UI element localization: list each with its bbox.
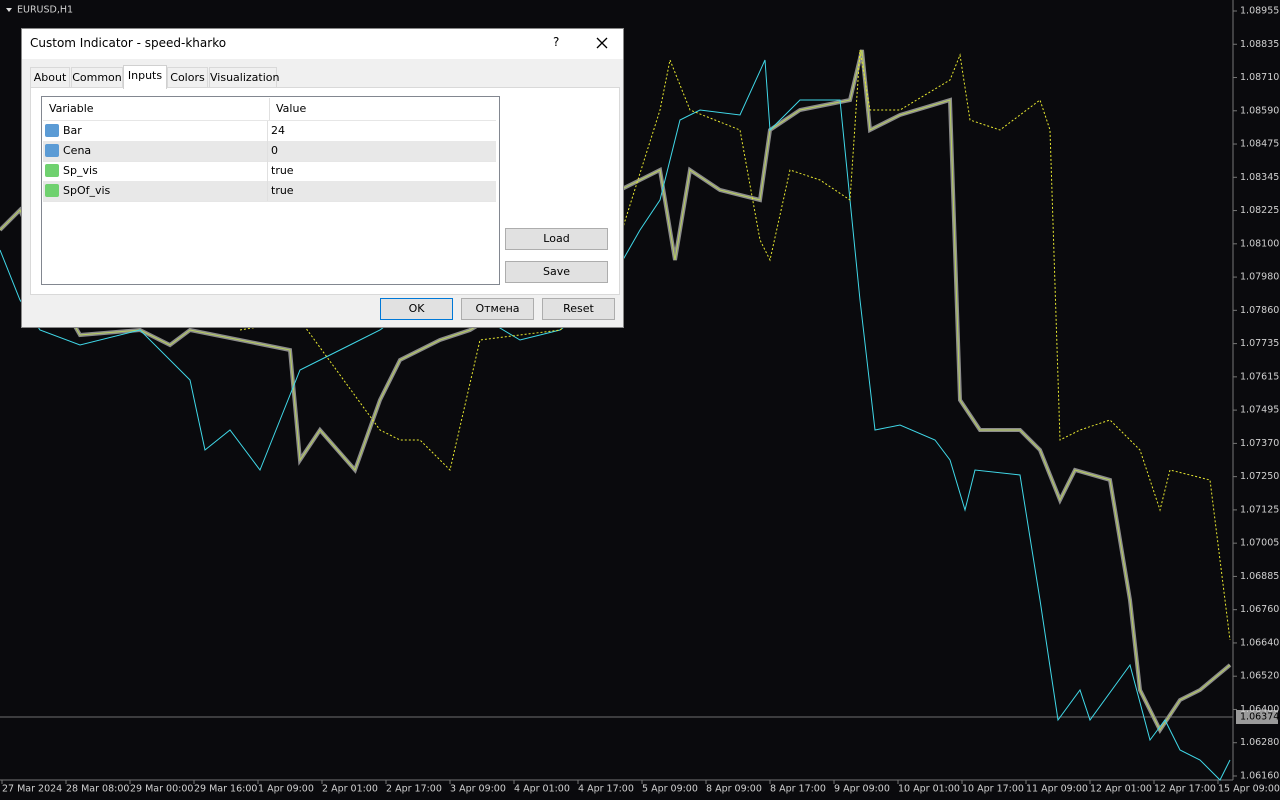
time-label: 8 Apr 17:00 — [770, 784, 826, 795]
save-button[interactable]: Save — [505, 261, 608, 283]
value-cell: true — [267, 161, 294, 181]
time-label: 15 Apr 09:00 — [1218, 784, 1280, 795]
tab[interactable]: Inputs — [123, 65, 167, 89]
header-cell: Variable — [49, 102, 94, 115]
value-cell: true — [267, 181, 294, 201]
time-label: 10 Apr 17:00 — [962, 784, 1024, 795]
price-label: 1.06760 — [1240, 604, 1279, 615]
offset-line — [239, 49, 1231, 641]
time-label: 12 Apr 17:00 — [1154, 784, 1216, 795]
input-row[interactable]: SpOf_vis true — [43, 181, 496, 202]
dialog-title: Custom Indicator - speed-kharko — [30, 36, 227, 50]
price-label: 1.06280 — [1240, 737, 1279, 748]
time-label: 3 Apr 09:00 — [450, 784, 506, 795]
price-label: 1.07005 — [1240, 538, 1279, 549]
price-label: 1.06885 — [1240, 571, 1279, 582]
time-label: 2 Apr 17:00 — [386, 784, 442, 795]
header-cell: Value — [269, 98, 306, 120]
price-label: 1.07860 — [1240, 305, 1279, 316]
variable-cell: SpOf_vis — [63, 184, 111, 197]
variable-cell: Bar — [63, 124, 82, 137]
price-line — [0, 49, 1231, 731]
price-label: 1.08345 — [1240, 172, 1279, 183]
tab[interactable]: Common — [71, 67, 123, 88]
time-label: 9 Apr 09:00 — [834, 784, 890, 795]
tab[interactable]: Visualization — [209, 67, 279, 88]
tab[interactable]: Colors — [167, 67, 208, 88]
price-label: 1.08100 — [1240, 238, 1279, 249]
time-label: 12 Apr 01:00 — [1090, 784, 1152, 795]
variable-cell: Sp_vis — [63, 164, 98, 177]
inputs-table: Variable Value Bar 24 Cena 0 Sp_vis true SpOf_… — [41, 96, 500, 285]
time-label: 28 Mar 08:00 — [66, 784, 129, 795]
price-label: 1.07125 — [1240, 504, 1279, 515]
time-label: 4 Apr 17:00 — [578, 784, 634, 795]
dialog: Custom Indicator - speed-kharko ? About … — [21, 28, 624, 328]
time-label: 10 Apr 01:00 — [898, 784, 960, 795]
price-label: 1.07735 — [1240, 338, 1279, 349]
price-label: 1.06400 — [1240, 704, 1279, 715]
price-label: 1.07615 — [1240, 371, 1279, 382]
input-row[interactable]: Cena 0 — [43, 141, 496, 162]
price-label: 1.06160 — [1240, 770, 1279, 781]
time-label: 11 Apr 09:00 — [1026, 784, 1088, 795]
price-label: 1.08590 — [1240, 105, 1279, 116]
type-icon — [45, 144, 59, 157]
time-label: 5 Apr 09:00 — [642, 784, 698, 795]
current-price-box — [1236, 710, 1278, 724]
price-label: 1.08955 — [1240, 6, 1279, 17]
type-icon — [45, 164, 59, 177]
close-button[interactable] — [596, 37, 608, 49]
price-label: 1.08225 — [1240, 205, 1279, 216]
price-label: 1.06640 — [1240, 637, 1279, 648]
tab-panel: Variable Value Bar 24 Cena 0 Sp_vis true SpOf_… — [30, 87, 620, 295]
time-label: 4 Apr 01:00 — [514, 784, 570, 795]
price-label: 1.07980 — [1240, 272, 1279, 283]
type-icon — [45, 124, 59, 137]
symbol-label: EURUSD,H1 — [17, 5, 73, 16]
time-label: 27 Mar 2024 — [2, 784, 62, 795]
header-row: Variable Value — [43, 98, 496, 121]
time-label: 1 Apr 09:00 — [258, 784, 314, 795]
variable-cell: Cena — [63, 144, 92, 157]
price-label: 1.06520 — [1240, 671, 1279, 682]
input-row[interactable]: Bar 24 — [43, 121, 496, 142]
price-label: 1.08710 — [1240, 72, 1279, 83]
price-label: 1.07250 — [1240, 471, 1279, 482]
current-price: 1.06374 — [1240, 712, 1279, 723]
price-label: 1.07495 — [1240, 405, 1279, 416]
tab[interactable]: About — [30, 67, 70, 88]
time-label: 8 Apr 09:00 — [706, 784, 762, 795]
price-label: 1.08835 — [1240, 39, 1279, 50]
price-label: 1.07370 — [1240, 438, 1279, 449]
speed-line — [0, 59, 1231, 781]
time-label: 29 Mar 00:00 — [130, 784, 193, 795]
reset-button[interactable]: Reset — [542, 298, 615, 320]
title-bar: Custom Indicator - speed-kharko ? — [22, 29, 623, 59]
help-button[interactable]: ? — [553, 35, 560, 49]
time-label: 2 Apr 01:00 — [322, 784, 378, 795]
value-cell: 24 — [267, 121, 285, 141]
time-label: 29 Mar 16:00 — [194, 784, 257, 795]
ok-button[interactable]: OK — [380, 298, 453, 320]
value-cell: 0 — [267, 141, 278, 161]
load-button[interactable]: Load — [505, 228, 608, 250]
input-row[interactable]: Sp_vis true — [43, 161, 496, 182]
cancel-button[interactable]: Отмена — [461, 298, 534, 320]
type-icon — [45, 184, 59, 197]
symbol-arrow — [6, 8, 12, 12]
price-label: 1.08475 — [1240, 139, 1279, 150]
